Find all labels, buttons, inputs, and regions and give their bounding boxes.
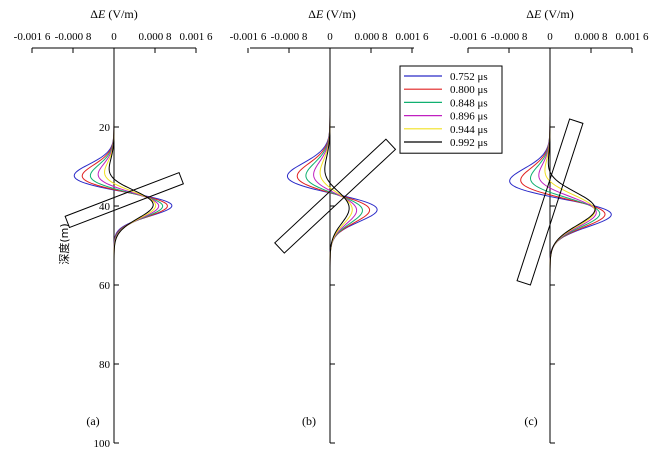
x-axis-title: ΔE (V/m) — [90, 7, 137, 21]
series-line-4 — [544, 48, 596, 443]
x-tick-label: 0.001 6 — [180, 31, 214, 43]
legend-label: 0.896 μs — [450, 111, 488, 123]
annotation-box — [64, 171, 184, 229]
series-line-4 — [104, 48, 157, 443]
x-tick-label: -0.000 8 — [55, 31, 92, 43]
series-line-0 — [509, 48, 612, 443]
legend: 0.752 μs0.800 μs0.848 μs 0.896 μs0.944 μs… — [399, 65, 503, 154]
series-line-0 — [73, 48, 173, 443]
legend-label: 0.752 μs — [450, 71, 488, 83]
y-tick-label: 40 — [99, 201, 111, 213]
x-axis-title: ΔE (V/m) — [526, 7, 573, 21]
x-tick-label: 0.001 6 — [396, 31, 430, 43]
panel-0: ΔE (V/m) -0.001 6 -0.000 8 0 0.000 8 0.001 6 2… — [14, 7, 213, 450]
annotation-box — [516, 118, 584, 286]
panel-label: (c) — [524, 414, 537, 428]
series-line-5 — [108, 48, 154, 443]
y-tick-label: 80 — [99, 359, 111, 371]
x-axis-title: ΔE (V/m) — [308, 7, 355, 21]
x-tick-label: 0 — [547, 31, 553, 43]
x-tick-label: -0.001 6 — [14, 31, 51, 43]
x-tick-label: 0 — [327, 31, 333, 43]
series-line-3 — [97, 48, 160, 443]
x-tick-label: 0.001 6 — [616, 31, 650, 43]
x-tick-label: -0.001 6 — [450, 31, 487, 43]
legend-label: 0.992 μs — [450, 137, 488, 149]
series-line-3 — [538, 48, 597, 443]
series-line-2 — [305, 48, 363, 443]
y-axis-label: 深度(m) — [57, 223, 71, 264]
series-line-5 — [324, 48, 350, 443]
series-line-2 — [529, 48, 601, 443]
series-line-2 — [89, 48, 164, 443]
x-tick-label: 0.000 8 — [139, 31, 173, 43]
panel-2: ΔE (V/m) -0.001 6 -0.000 8 0 0.000 8 0.001 6 (… — [450, 7, 650, 444]
legend-frame — [399, 65, 503, 154]
series-line-1 — [296, 48, 371, 443]
legend-label: 0.848 μs — [450, 97, 488, 109]
series-line-5 — [547, 48, 596, 443]
panel-label: (a) — [86, 414, 99, 428]
legend-label: 0.944 μs — [450, 124, 488, 136]
panel-label: (b) — [302, 414, 316, 428]
series-line-3 — [313, 48, 358, 443]
series-line-1 — [81, 48, 168, 443]
legend-label: 0.800 μs — [450, 84, 488, 96]
x-tick-label: -0.001 6 — [230, 31, 267, 43]
series-line-0 — [286, 48, 378, 443]
series-line-4 — [319, 48, 353, 443]
annotation-box — [274, 138, 397, 254]
y-tick-label: 20 — [99, 122, 111, 134]
x-tick-label: 0.000 8 — [575, 31, 609, 43]
panel-1: ΔE (V/m) -0.001 6 -0.000 8 0 0.000 8 0.001 6 (… — [230, 7, 430, 444]
x-tick-label: -0.000 8 — [271, 31, 308, 43]
y-tick-label: 100 — [94, 438, 111, 450]
x-tick-label: 0 — [111, 31, 117, 43]
x-tick-label: -0.000 8 — [491, 31, 528, 43]
series-line-1 — [520, 48, 606, 443]
panels: ΔE (V/m) -0.001 6 -0.000 8 0 0.000 8 0.001 6 2… — [14, 7, 649, 450]
x-tick-label: 0.000 8 — [355, 31, 389, 43]
y-tick-label: 60 — [99, 280, 111, 292]
